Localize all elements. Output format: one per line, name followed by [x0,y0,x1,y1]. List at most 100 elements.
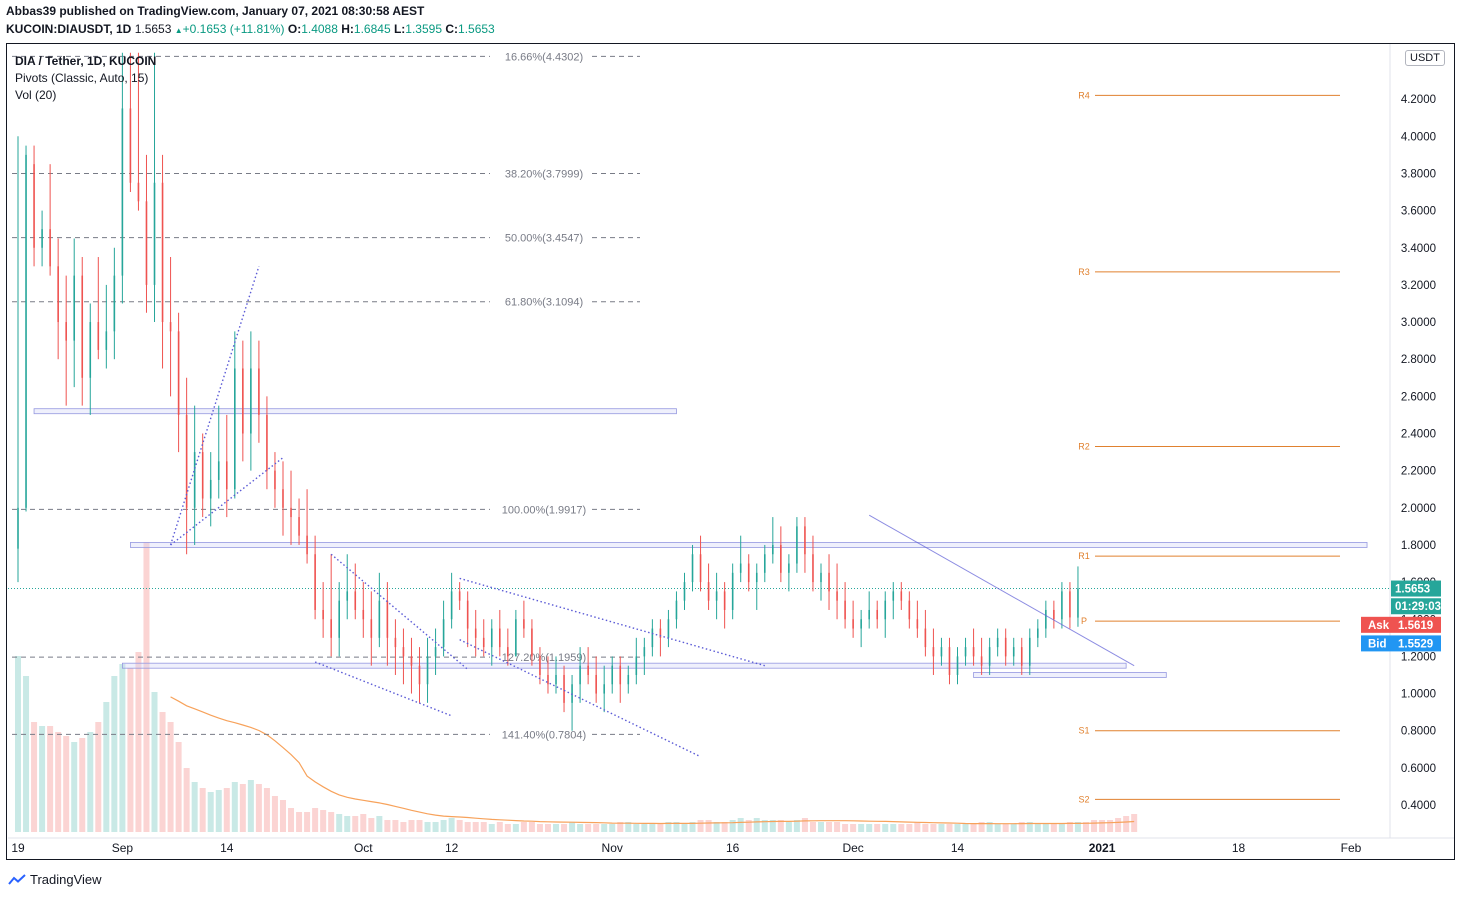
candle-body [1012,647,1015,657]
x-tick-label: Oct [354,841,373,855]
candle-body [442,619,445,648]
price-tag-value: 01:29:03 [1395,601,1441,613]
volume-bar [1042,824,1049,832]
volume-bar [1026,822,1033,832]
pivot-label: R4 [1078,90,1090,100]
volume-bar [1123,816,1130,832]
volume-bar [424,822,431,832]
candle-body [739,563,742,573]
volume-bar [312,808,319,832]
volume-bar [1002,824,1009,832]
volume-ma-line [170,696,1135,825]
close-value: C:1.5653 [445,22,495,36]
volume-bar [745,820,752,832]
y-tick-label: 0.6000 [1401,763,1436,775]
trendline [868,514,1135,667]
candle-body [587,665,589,675]
candle-body [338,600,340,638]
candle-body [113,275,116,332]
legend-pivots[interactable]: Pivots (Classic, Auto, 15) [15,71,149,85]
support-zone [130,542,1368,548]
candle-body [410,656,413,666]
volume-bar [818,822,824,832]
volume-bar [906,824,913,832]
y-tick-label: 3.6000 [1401,206,1436,218]
candle-body [563,674,565,703]
candle-body [964,647,967,657]
volume-bar [255,784,262,832]
price-tag [1361,616,1441,633]
volume-bar [930,824,937,832]
volume-bar [777,820,784,832]
currency-button[interactable]: USDT [1405,50,1445,66]
candle-body [579,665,581,685]
volume-bar [954,824,961,832]
volume-bar [63,736,70,832]
candle-body [651,628,654,648]
volume-bar [79,738,86,832]
volume-bar [87,732,94,832]
volume-bar [874,824,881,832]
candle-body [81,275,84,378]
y-tick-label: 4.2000 [1401,94,1436,106]
candle-body [290,507,292,518]
volume-bar [914,822,921,832]
volume-bar [697,820,704,832]
candle-body [434,647,437,657]
candle-body [322,609,324,620]
volume-bar [47,726,54,832]
candle-body [876,609,879,620]
candle-body [852,619,854,629]
candle-body [884,600,887,620]
y-tick-label: 2.6000 [1401,391,1436,403]
volume-bar [850,824,857,832]
price-tag [1391,580,1441,597]
candle-body [980,656,983,666]
y-tick-label: 3.2000 [1401,280,1436,292]
y-tick-label: 0.4000 [1401,800,1436,812]
volume-bar [247,780,254,832]
candle-body [266,414,268,471]
candle-body [619,665,622,685]
candle-body [723,591,726,610]
volume-bar [23,676,30,832]
candle-body [298,517,300,536]
candle-body [956,656,959,675]
pivot-label: R3 [1078,267,1090,277]
candle-body [515,619,517,657]
candle-body [418,665,421,685]
volume-bar [729,820,736,832]
chart-frame [6,43,1455,860]
candle-body [940,647,943,657]
pivot-label: S1 [1078,726,1089,736]
volume-bar [95,722,102,832]
volume-bar [625,822,632,832]
volume-bar [809,822,816,832]
volume-bar [665,822,672,832]
candle-body [57,266,59,323]
volume-bar [496,822,503,832]
volume-bar [962,824,969,832]
volume-bar [689,822,696,832]
candle-body [225,461,228,490]
publish-info: Abbas39 published on TradingView.com, Ja… [6,4,424,18]
candle-body [908,600,911,620]
volume-bar [593,824,600,832]
volume-bar [938,824,945,832]
footer-brand[interactable]: TradingView [8,871,102,887]
volume-bar [440,820,447,832]
candle-body [523,619,525,629]
legend-volume[interactable]: Vol (20) [15,88,57,102]
candle-body [234,368,236,490]
footer-brand-text: TradingView [30,872,102,888]
candle-body [763,554,766,573]
candle-body [282,489,284,508]
volume-bar [207,792,214,832]
volume-bar [472,822,479,832]
high-value: H:1.6845 [341,22,391,36]
legend-title[interactable]: DIA / Tether, 1D, KUCOIN [15,54,157,68]
price-tag-value: 1.5619 [1398,620,1433,632]
candle-body [635,656,638,675]
volume-bar [520,822,527,832]
